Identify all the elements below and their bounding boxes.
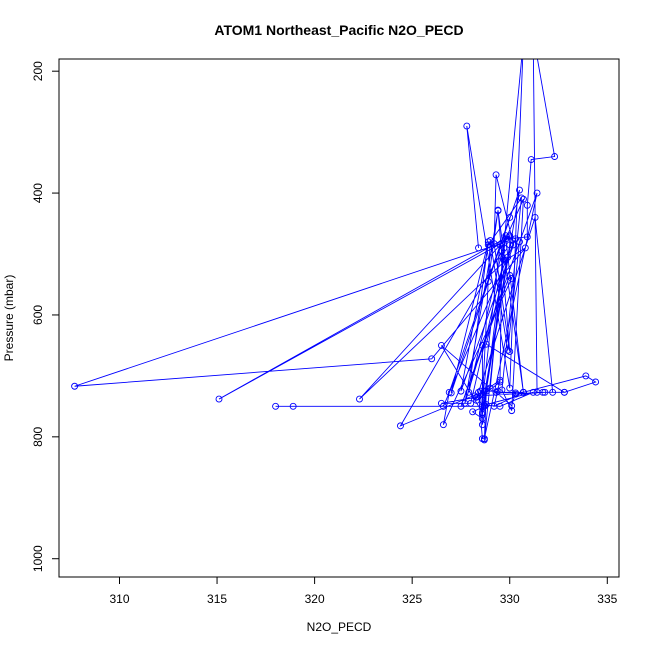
data-point bbox=[529, 388, 537, 396]
data-point bbox=[496, 241, 504, 249]
x-tick-label: 320 bbox=[305, 592, 325, 606]
chart-title: ATOM1 Northeast_Pacific N2O_PECD bbox=[214, 22, 463, 38]
data-point bbox=[478, 421, 486, 429]
data-point bbox=[289, 402, 297, 410]
series-line bbox=[74, 59, 597, 440]
data-point bbox=[496, 402, 504, 410]
y-tick-label: 400 bbox=[31, 183, 45, 203]
data-point bbox=[521, 244, 529, 252]
data-point bbox=[439, 421, 447, 429]
x-tick-label: 325 bbox=[402, 592, 422, 606]
data-point bbox=[492, 388, 500, 396]
data-point bbox=[492, 171, 500, 179]
data-point bbox=[215, 395, 223, 403]
data-point bbox=[582, 372, 590, 380]
data-point bbox=[512, 389, 520, 397]
data-point bbox=[516, 186, 523, 194]
plot-data bbox=[71, 32, 600, 444]
x-axis-label: N2O_PECD bbox=[307, 620, 372, 634]
data-point bbox=[437, 341, 445, 349]
data-point bbox=[533, 189, 541, 197]
data-point bbox=[480, 387, 488, 395]
data-point bbox=[397, 422, 404, 430]
y-tick-label: 800 bbox=[31, 427, 45, 447]
data-point bbox=[484, 241, 492, 249]
data-point bbox=[496, 376, 504, 384]
data-point bbox=[473, 393, 481, 401]
data-point bbox=[506, 348, 514, 355]
data-point bbox=[471, 392, 479, 400]
data-point bbox=[506, 213, 514, 221]
y-tick-label: 200 bbox=[31, 61, 45, 81]
data-point bbox=[480, 436, 488, 444]
data-point bbox=[475, 244, 482, 252]
y-tick-label: 600 bbox=[31, 305, 45, 325]
data-point bbox=[504, 346, 512, 354]
data-point bbox=[494, 207, 502, 215]
data-point bbox=[523, 201, 531, 209]
data-point bbox=[530, 32, 536, 38]
data-point bbox=[428, 355, 436, 363]
data-point bbox=[469, 408, 477, 416]
x-tick-label: 310 bbox=[109, 592, 129, 606]
data-point bbox=[560, 388, 568, 396]
data-point bbox=[486, 237, 494, 245]
data-point bbox=[494, 387, 502, 395]
data-point bbox=[506, 233, 514, 241]
plot-frame bbox=[58, 58, 620, 578]
data-point bbox=[356, 395, 363, 403]
data-point bbox=[506, 241, 514, 249]
data-point bbox=[478, 410, 486, 418]
data-point bbox=[465, 388, 473, 396]
data-point bbox=[506, 384, 514, 392]
data-point bbox=[484, 277, 492, 285]
data-point bbox=[482, 340, 490, 348]
data-point bbox=[531, 213, 539, 221]
data-point bbox=[523, 233, 531, 241]
data-point bbox=[551, 153, 559, 160]
data-point bbox=[519, 388, 527, 396]
data-point bbox=[498, 386, 506, 394]
data-point bbox=[484, 238, 492, 246]
data-point bbox=[510, 241, 518, 249]
data-point bbox=[71, 382, 79, 390]
data-point bbox=[508, 402, 516, 410]
x-tick-label: 315 bbox=[207, 592, 227, 606]
data-point bbox=[467, 399, 475, 407]
data-point bbox=[498, 239, 506, 247]
data-point bbox=[508, 407, 516, 415]
data-point bbox=[519, 195, 527, 203]
data-point bbox=[447, 389, 455, 397]
data-point bbox=[478, 396, 486, 404]
data-point bbox=[549, 388, 557, 396]
data-point bbox=[463, 122, 471, 130]
data-point bbox=[527, 156, 535, 164]
data-point bbox=[502, 232, 510, 240]
data-point bbox=[517, 194, 525, 202]
data-point bbox=[478, 341, 486, 349]
data-point bbox=[516, 238, 523, 246]
data-point bbox=[502, 256, 510, 264]
data-point bbox=[592, 378, 600, 386]
data-point bbox=[520, 38, 526, 44]
y-axis-label: Pressure (mbar) bbox=[2, 275, 16, 362]
x-tick-label: 330 bbox=[500, 592, 520, 606]
x-tick-label: 335 bbox=[597, 592, 617, 606]
data-point bbox=[541, 388, 549, 396]
data-point bbox=[508, 274, 516, 282]
data-point bbox=[496, 378, 504, 386]
data-point bbox=[539, 388, 547, 396]
data-point bbox=[482, 401, 490, 408]
data-point bbox=[477, 387, 484, 395]
data-point bbox=[478, 435, 486, 443]
axes: 310 315 320 325 330 335 200 400 600 800 1000 bbox=[31, 61, 618, 606]
data-point bbox=[272, 402, 280, 410]
data-point bbox=[498, 247, 506, 255]
data-point bbox=[439, 402, 447, 410]
data-point bbox=[457, 387, 465, 395]
y-tick-label: 1000 bbox=[31, 545, 45, 572]
